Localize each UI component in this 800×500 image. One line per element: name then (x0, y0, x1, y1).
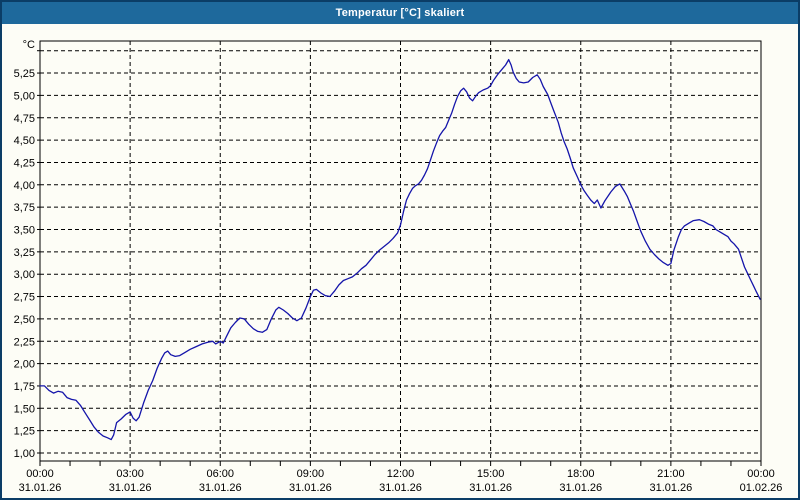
svg-text:15:00: 15:00 (477, 468, 505, 480)
svg-text:00:00: 00:00 (747, 468, 775, 480)
svg-text:09:00: 09:00 (297, 468, 325, 480)
svg-text:2,50: 2,50 (14, 314, 35, 326)
svg-text:03:00: 03:00 (116, 468, 144, 480)
svg-text:4,50: 4,50 (14, 135, 35, 147)
svg-text:31.01.26: 31.01.26 (379, 482, 422, 494)
svg-text:°C: °C (23, 39, 35, 51)
svg-text:2,75: 2,75 (14, 292, 35, 304)
svg-text:01.02.26: 01.02.26 (740, 482, 783, 494)
svg-text:31.01.26: 31.01.26 (469, 482, 512, 494)
svg-text:2,00: 2,00 (14, 359, 35, 371)
svg-text:4,75: 4,75 (14, 113, 35, 125)
window-titlebar[interactable]: Temperatur [°C] skaliert (2, 2, 798, 24)
window-title: Temperatur [°C] skaliert (335, 7, 465, 19)
svg-text:2,25: 2,25 (14, 336, 35, 348)
svg-text:31.01.26: 31.01.26 (109, 482, 152, 494)
svg-text:31.01.26: 31.01.26 (649, 482, 692, 494)
svg-text:5,00: 5,00 (14, 90, 35, 102)
svg-text:31.01.26: 31.01.26 (19, 482, 62, 494)
svg-text:4,25: 4,25 (14, 157, 35, 169)
svg-text:1,75: 1,75 (14, 381, 35, 393)
svg-text:1,25: 1,25 (14, 426, 35, 438)
svg-text:3,00: 3,00 (14, 269, 35, 281)
temperature-line-chart: 1,00 1,25 1,50 1,75 2,00 2,25 2,50 2,75 3,00 3,25… (14, 39, 783, 494)
svg-text:00:00: 00:00 (26, 468, 54, 480)
svg-text:31.01.26: 31.01.26 (289, 482, 332, 494)
svg-text:12:00: 12:00 (387, 468, 415, 480)
svg-text:31.01.26: 31.01.26 (199, 482, 242, 494)
svg-text:18:00: 18:00 (567, 468, 595, 480)
svg-text:06:00: 06:00 (206, 468, 234, 480)
chart-area: 1,00 1,25 1,50 1,75 2,00 2,25 2,50 2,75 3,00 3,25… (2, 24, 798, 498)
svg-text:3,75: 3,75 (14, 202, 35, 214)
svg-text:1,50: 1,50 (14, 403, 35, 415)
svg-text:21:00: 21:00 (657, 468, 685, 480)
svg-text:3,50: 3,50 (14, 225, 35, 237)
svg-text:1,00: 1,00 (14, 448, 35, 460)
svg-text:3,25: 3,25 (14, 247, 35, 259)
svg-text:4,00: 4,00 (14, 180, 35, 192)
svg-text:5,25: 5,25 (14, 68, 35, 80)
svg-text:31.01.26: 31.01.26 (559, 482, 602, 494)
